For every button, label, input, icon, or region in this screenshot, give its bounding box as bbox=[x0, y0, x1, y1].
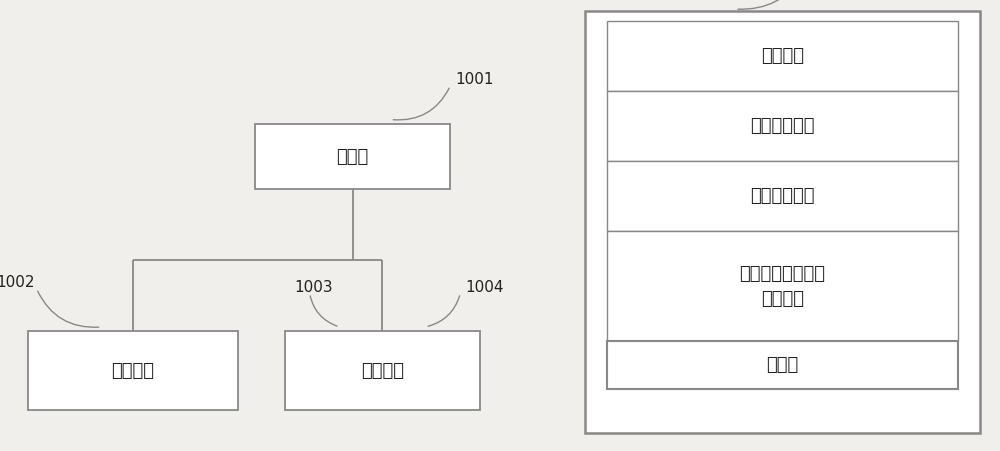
Text: 有线无线信号传输
转换程序: 有线无线信号传输 转换程序 bbox=[740, 265, 826, 308]
Text: 1003: 1003 bbox=[295, 280, 333, 295]
Text: 网络接口: 网络接口 bbox=[361, 362, 404, 380]
Bar bbox=[607, 161, 958, 231]
Bar bbox=[28, 331, 238, 410]
Bar bbox=[585, 11, 980, 433]
Text: 网络通信模块: 网络通信模块 bbox=[750, 117, 815, 135]
Text: 1001: 1001 bbox=[455, 72, 494, 87]
Bar bbox=[607, 91, 958, 161]
Bar bbox=[607, 21, 958, 91]
Text: 1004: 1004 bbox=[465, 280, 504, 295]
Text: 存储器: 存储器 bbox=[766, 356, 799, 374]
Text: 操作系统: 操作系统 bbox=[761, 47, 804, 65]
Text: 处理器: 处理器 bbox=[336, 148, 369, 166]
Bar bbox=[607, 341, 958, 389]
Bar bbox=[607, 231, 958, 341]
Text: 用户接口模块: 用户接口模块 bbox=[750, 187, 815, 205]
Bar bbox=[255, 124, 450, 189]
Text: 1002: 1002 bbox=[0, 275, 35, 290]
Bar bbox=[285, 331, 480, 410]
Text: 用户接口: 用户接口 bbox=[112, 362, 154, 380]
